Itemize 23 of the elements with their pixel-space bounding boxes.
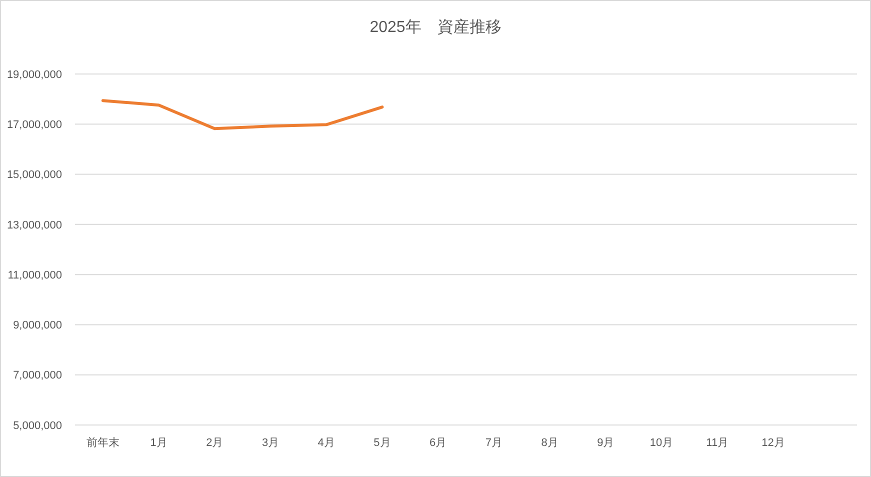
y-tick-label: 7,000,000 bbox=[13, 370, 62, 382]
x-tick-label: 6月 bbox=[430, 437, 447, 449]
x-tick-label: 12月 bbox=[762, 437, 785, 449]
chart-title: 2025年 資産推移 bbox=[370, 18, 502, 36]
x-tick-label: 10月 bbox=[650, 437, 674, 449]
x-tick-label: 4月 bbox=[318, 437, 335, 449]
x-tick-label: 8月 bbox=[541, 437, 558, 449]
x-tick-label: 1月 bbox=[150, 437, 168, 449]
x-tick-label: 11月 bbox=[706, 437, 729, 449]
line-series bbox=[101, 99, 384, 130]
x-tick-label: 3月 bbox=[262, 437, 280, 449]
x-tick-label: 7月 bbox=[485, 437, 502, 449]
y-tick-label: 5,000,000 bbox=[13, 420, 62, 432]
y-tick-label: 9,000,000 bbox=[13, 320, 62, 332]
x-tick-label: 2月 bbox=[206, 437, 224, 449]
y-tick-label: 11,000,000 bbox=[8, 269, 62, 282]
y-tick-label: 13,000,000 bbox=[6, 219, 62, 232]
y-tick-label: 15,000,000 bbox=[6, 169, 62, 182]
y-tick-label: 17,000,000 bbox=[6, 118, 62, 131]
x-tick-label: 9月 bbox=[597, 437, 614, 449]
x-tick-label: 5月 bbox=[374, 437, 391, 449]
y-tick-label: 19,000,000 bbox=[6, 68, 62, 81]
x-tick-label: 前年末 bbox=[86, 436, 120, 449]
